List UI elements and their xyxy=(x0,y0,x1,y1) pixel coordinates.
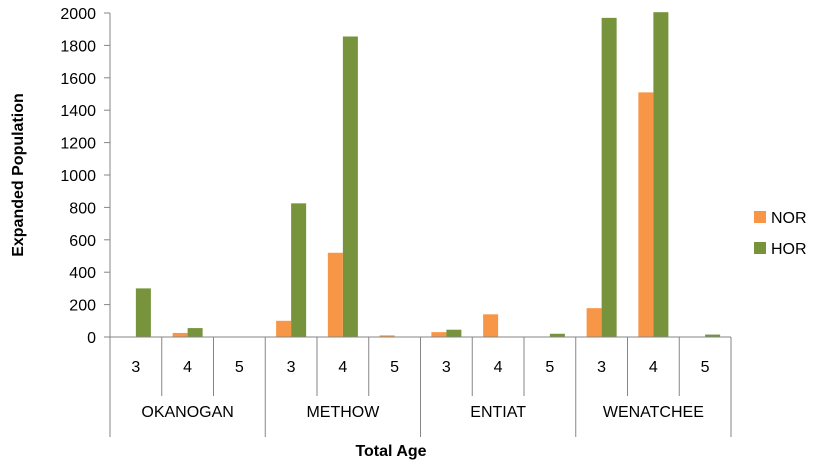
y-tick-label: 2000 xyxy=(60,6,96,23)
group-label: WENATCHEE xyxy=(603,404,704,421)
y-axis-title: Expanded Population xyxy=(10,93,27,257)
bar-hor xyxy=(705,334,721,337)
x-tick-label: 3 xyxy=(131,359,140,376)
bar-hor xyxy=(135,288,151,337)
bar-nor xyxy=(327,252,343,337)
y-tick-label: 1200 xyxy=(60,136,96,153)
x-tick-label: 4 xyxy=(649,359,658,376)
bar-nor xyxy=(638,92,654,337)
y-tick-label: 1000 xyxy=(60,168,96,185)
y-tick-label: 200 xyxy=(69,298,96,315)
bar-nor xyxy=(276,320,292,337)
bar-hor xyxy=(601,17,617,338)
y-tick-label: 600 xyxy=(69,233,96,250)
x-tick-label: 4 xyxy=(338,359,347,376)
bar-nor xyxy=(172,332,188,337)
bar-hor xyxy=(291,203,307,337)
bar-hor xyxy=(549,333,565,337)
bar-hor xyxy=(446,329,462,337)
y-tick-label: 1400 xyxy=(60,103,96,120)
bar-hor xyxy=(342,36,358,338)
legend-label-nor: NOR xyxy=(771,210,807,227)
x-tick-label: 5 xyxy=(545,359,554,376)
group-label: METHOW xyxy=(306,404,380,421)
group-label: OKANOGAN xyxy=(141,404,233,421)
bar-hor xyxy=(653,12,669,337)
legend-label-hor: HOR xyxy=(771,241,807,258)
x-tick-label: 5 xyxy=(390,359,399,376)
y-tick-label: 0 xyxy=(87,330,96,347)
bar-nor xyxy=(586,308,602,337)
y-tick-label: 800 xyxy=(69,200,96,217)
y-tick-label: 400 xyxy=(69,265,96,282)
x-tick-label: 4 xyxy=(494,359,503,376)
x-tick-label: 3 xyxy=(287,359,296,376)
y-tick-label: 1600 xyxy=(60,71,96,88)
group-label: ENTIAT xyxy=(470,404,526,421)
x-axis-title: Total Age xyxy=(355,443,426,460)
x-tick-label: 3 xyxy=(597,359,606,376)
legend-swatch-nor xyxy=(754,211,766,223)
bar-nor xyxy=(379,335,395,337)
x-tick-label: 3 xyxy=(442,359,451,376)
x-tick-label: 5 xyxy=(701,359,710,376)
legend-swatch-hor xyxy=(754,242,766,254)
x-tick-label: 5 xyxy=(235,359,244,376)
bar-nor xyxy=(483,314,499,337)
bar-nor xyxy=(431,332,447,337)
bar-hor xyxy=(187,328,203,337)
y-tick-label: 1800 xyxy=(60,38,96,55)
x-tick-label: 4 xyxy=(183,359,192,376)
